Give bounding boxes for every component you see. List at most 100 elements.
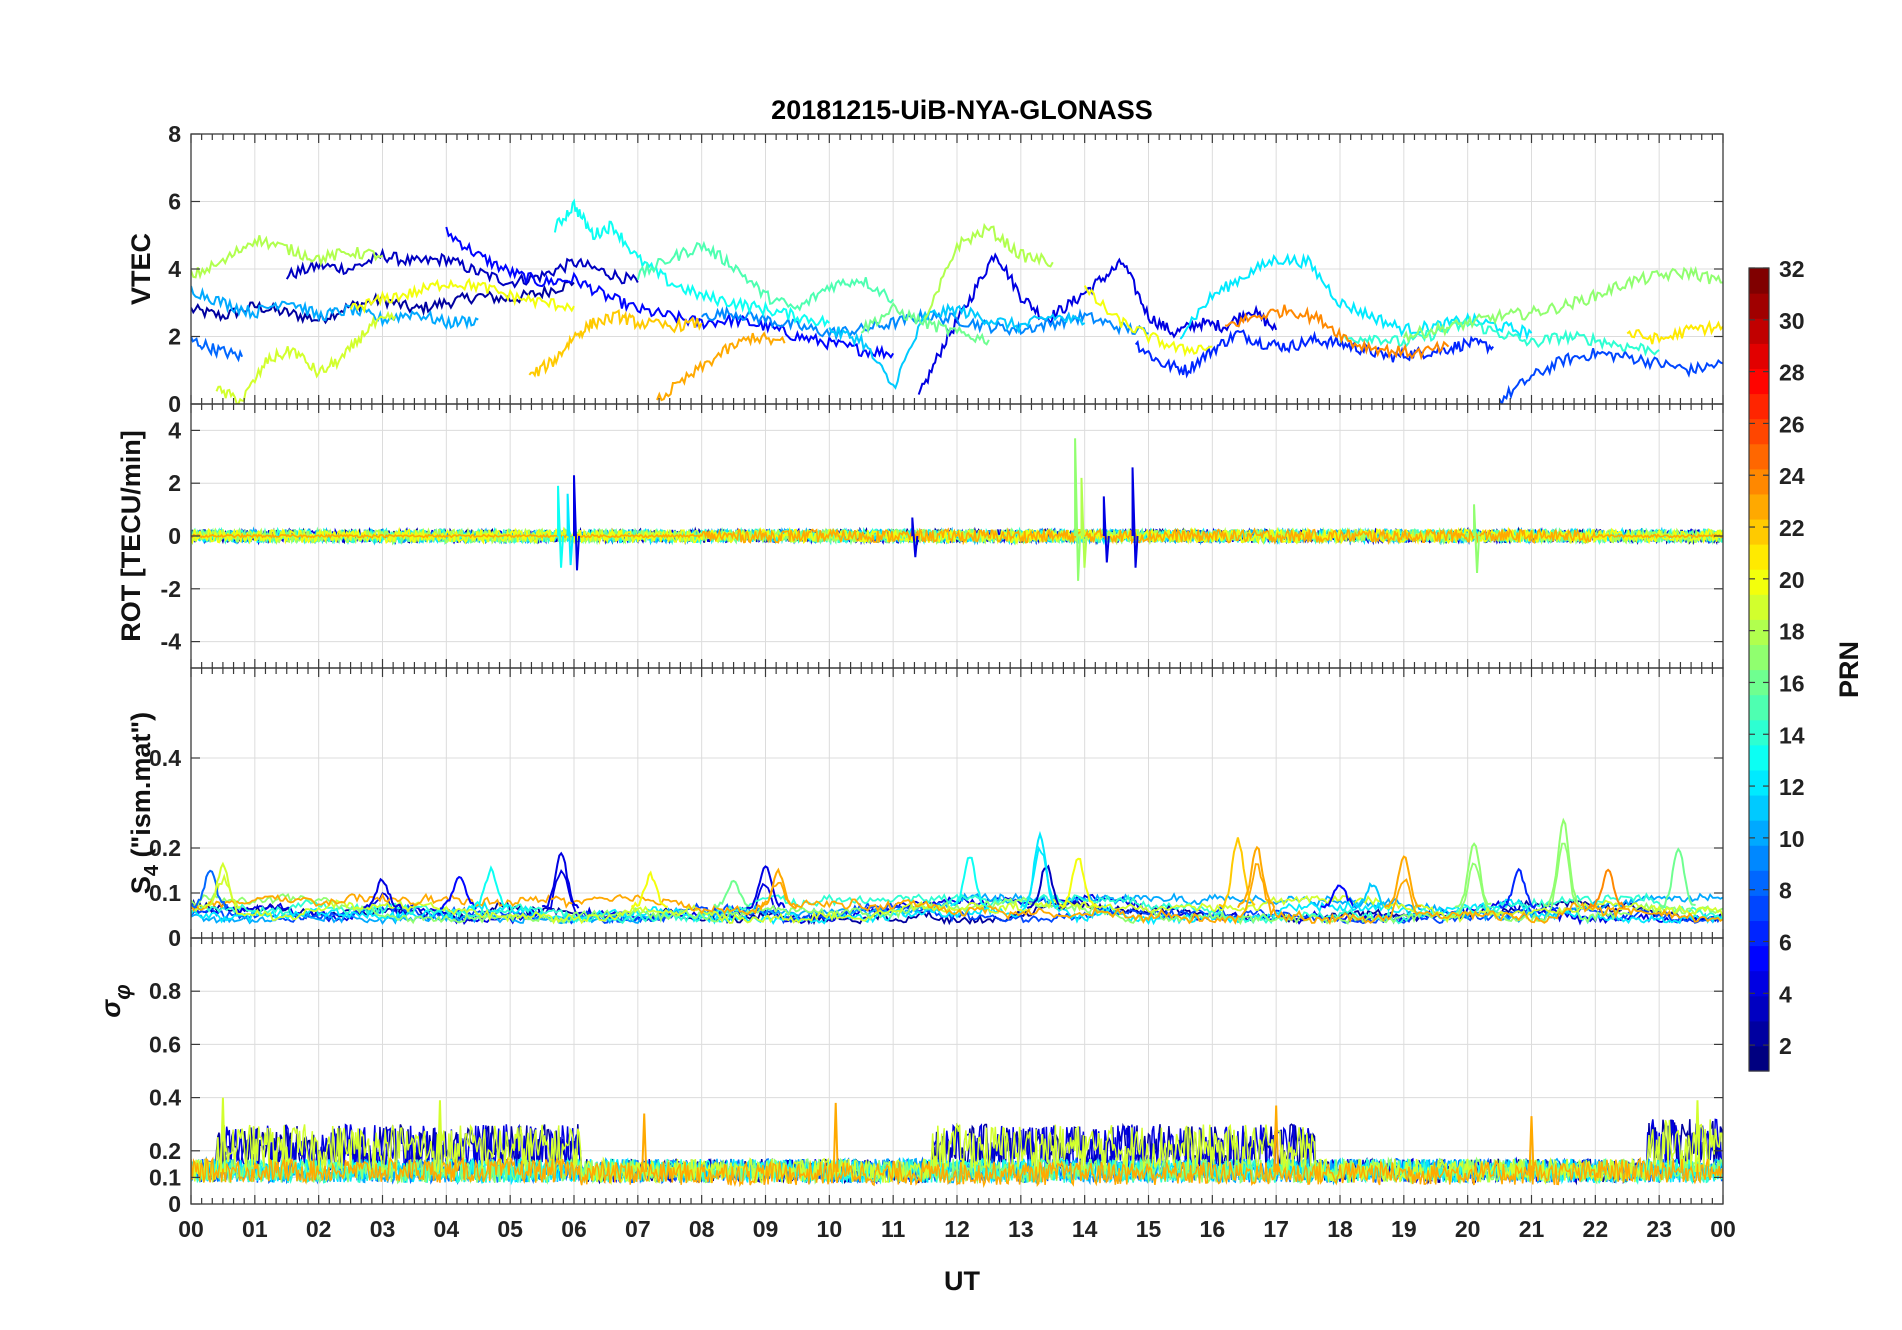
rot-spike-prn-17 — [1473, 504, 1481, 574]
colorbar-segment — [1749, 343, 1769, 369]
y-tick-label: -4 — [161, 629, 182, 655]
rot-spike-prn-4 — [911, 517, 919, 558]
x-tick-label: 20 — [1455, 1216, 1481, 1242]
y-axis-label: VTEC — [126, 233, 156, 305]
vtec-series-prn-11 — [828, 302, 1086, 390]
vtec-series-prn-8 — [191, 336, 244, 363]
colorbar-segment — [1749, 268, 1769, 294]
x-tick-label: 05 — [497, 1216, 523, 1242]
y-axis-label: σφ — [96, 984, 135, 1017]
sigma-spike-prn-19 — [436, 1100, 443, 1173]
s4-peak-prn-19 — [203, 861, 241, 910]
s4-peak-prn-5 — [1320, 884, 1358, 909]
colorbar-label: PRN — [1834, 641, 1864, 698]
panel-sigma_phi: 00.10.2 0.4 0.6 0.8 σφ — [96, 937, 1724, 1217]
s4-series-prn-17 — [191, 842, 1723, 926]
y-axis-label: S4 ("ism.mat") — [126, 712, 163, 894]
y-tick-label: 0.1 — [149, 1164, 181, 1190]
y-tick-label: 4 — [168, 256, 181, 282]
y-tick-label: 0 — [168, 523, 181, 549]
y-tick-label: 0 — [168, 391, 181, 417]
colorbar-tick-label: 20 — [1779, 567, 1805, 593]
vtec-series-prn-22 — [528, 308, 703, 378]
colorbar-segment — [1749, 794, 1769, 821]
x-tick-label: 04 — [434, 1216, 460, 1242]
x-tick-label: 13 — [1008, 1216, 1034, 1242]
colorbar-tick-label: 10 — [1779, 826, 1805, 852]
s4-peak-prn-23 — [758, 867, 799, 912]
colorbar-tick-label: 22 — [1779, 515, 1805, 541]
rot-spike-prn-12 — [566, 493, 574, 566]
s4-peak-prn-20 — [630, 870, 669, 909]
colorbar-tick-label: 16 — [1779, 670, 1805, 696]
sigma-spike-prn-19 — [1694, 1100, 1701, 1173]
colorbar-segment — [1749, 920, 1769, 947]
y-tick-label: 0.2 — [149, 1138, 181, 1164]
s4-peak-prn-4 — [746, 865, 786, 910]
rot-series-prn-18 — [191, 526, 1723, 546]
s4-peak-prn-17 — [1543, 817, 1582, 908]
x-tick-label: 02 — [306, 1216, 332, 1242]
colorbar-tick-label: 28 — [1779, 360, 1805, 386]
s4-series-prn-19 — [191, 873, 1723, 925]
colorbar-segment — [1749, 418, 1769, 445]
x-tick-label: 00 — [1710, 1216, 1736, 1242]
colorbar-tick-label: 24 — [1779, 463, 1805, 489]
colorbar-tick-label: 6 — [1779, 929, 1792, 955]
panel-data — [191, 438, 1723, 581]
colorbar-segment — [1749, 493, 1769, 520]
s4-peak-prn-6 — [1498, 867, 1537, 910]
sigma-series-prn-19 — [191, 1119, 1723, 1186]
sigma-series-prn-17 — [191, 1156, 1723, 1185]
colorbar-segment — [1749, 368, 1769, 395]
colorbar-segment — [1749, 544, 1769, 570]
x-tick-label: 06 — [561, 1216, 587, 1242]
vtec-series-prn-12 — [1179, 252, 1533, 341]
colorbar-segment — [1749, 669, 1769, 696]
colorbar-segment — [1749, 619, 1769, 646]
x-tick-label: 23 — [1646, 1216, 1672, 1242]
x-tick-label: 17 — [1263, 1216, 1289, 1242]
vtec-series-prn-3 — [285, 247, 639, 289]
x-tick-label: 03 — [370, 1216, 396, 1242]
panel-s4: 0 0.1 0.2 0.4S4 ("ism.mat") — [126, 667, 1724, 951]
vtec-series-prn-6 — [1134, 329, 1495, 379]
s4-peak-prn-11 — [1351, 882, 1390, 909]
sigma-spike-prn-23 — [1528, 1116, 1535, 1173]
vtec-series-prn-15 — [636, 240, 894, 312]
sigma-series-prn-23 — [191, 1156, 1723, 1189]
colorbar-tick-label: 26 — [1779, 411, 1805, 437]
y-tick-label: 0.4 — [149, 745, 181, 771]
panel-vtec: 0 2 4 6 8 VTEC — [126, 121, 1724, 417]
vtec-series-prn-10 — [191, 285, 479, 330]
s4-peak-prn-8 — [191, 869, 229, 911]
sigma-spike-prn-19 — [219, 1097, 226, 1173]
colorbar-segment — [1749, 594, 1769, 620]
x-tick-label: 16 — [1200, 1216, 1226, 1242]
vtec-series-prn-5 — [445, 226, 895, 360]
x-axis-ticks: 00 01 02 03 04 05 06 07 08 09 10 11 12 13 14 15 16 17 18 19… — [178, 1216, 1736, 1242]
colorbar-segment — [1749, 644, 1769, 671]
rot-spike-prn-4 — [1102, 496, 1110, 563]
colorbar-tick-label: 4 — [1779, 981, 1792, 1007]
colorbar-segment — [1749, 820, 1769, 846]
panel-data — [191, 1097, 1723, 1189]
x-tick-label: 10 — [817, 1216, 843, 1242]
colorbar-segment — [1749, 970, 1769, 997]
x-tick-label: 09 — [753, 1216, 779, 1242]
colorbar-segment — [1749, 845, 1769, 871]
s4-peak-prn-4 — [541, 851, 580, 909]
colorbar-segment — [1749, 744, 1769, 771]
panel-rot: -4 -2 0 2 4 ROT [TECU/min] — [116, 403, 1724, 669]
y-tick-label: -2 — [161, 576, 181, 602]
colorbar-segment — [1749, 870, 1769, 896]
y-tick-label: 0.6 — [149, 1031, 181, 1057]
rot-spike-prn-4 — [573, 475, 580, 571]
s4-peak-prn-13 — [470, 865, 510, 912]
x-tick-label: 14 — [1072, 1216, 1098, 1242]
x-tick-label: 12 — [944, 1216, 970, 1242]
vtec-series-prn-19 — [215, 310, 397, 404]
rot-series-prn-23 — [191, 527, 1723, 546]
colorbar-tick-label: 18 — [1779, 619, 1805, 645]
s4-peak-prn-13 — [950, 856, 990, 910]
